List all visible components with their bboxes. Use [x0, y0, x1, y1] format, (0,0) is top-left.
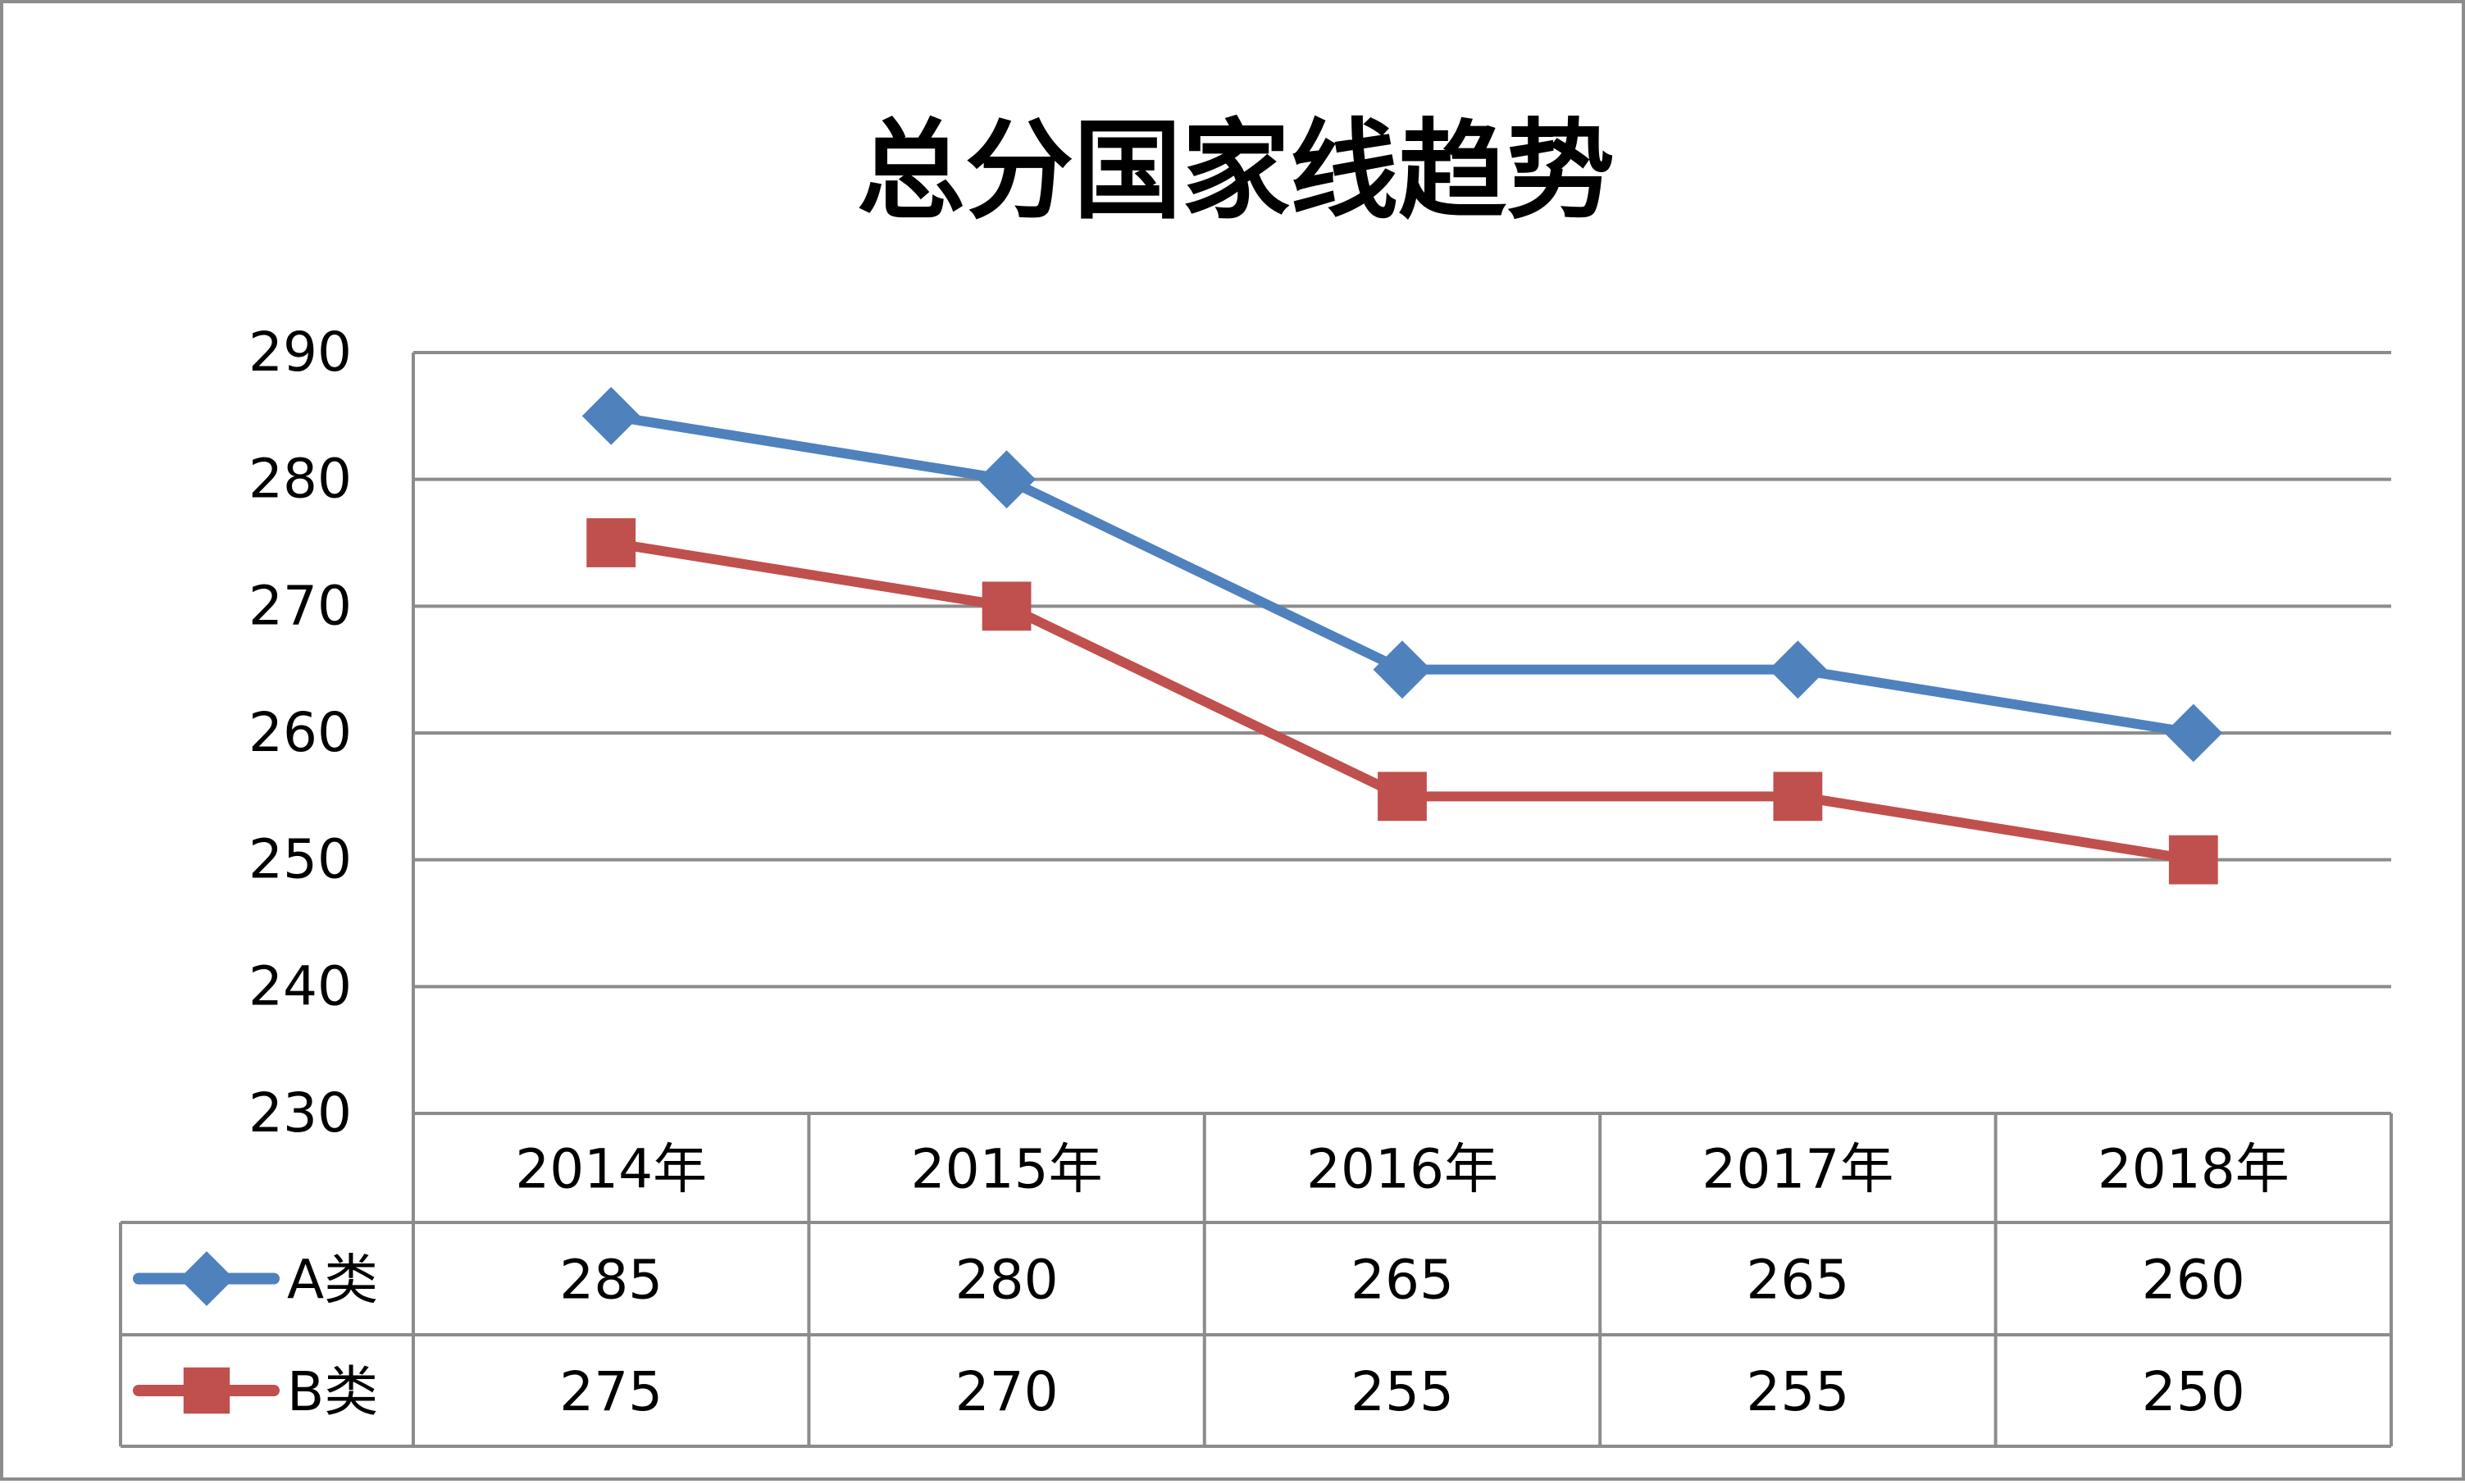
data-point-diamond	[977, 450, 1037, 509]
category-label: 2017年	[1702, 1138, 1893, 1201]
table-value: 265	[1746, 1249, 1849, 1312]
category-label: 2018年	[2098, 1138, 2290, 1201]
data-point-square	[2168, 835, 2218, 885]
chart-title: 总分国家线趋势	[857, 108, 1615, 234]
table-value: 255	[1746, 1360, 1849, 1423]
legend-key-marker	[183, 1367, 230, 1414]
y-tick-label: 260	[248, 701, 352, 764]
data-point-diamond	[2164, 703, 2223, 762]
table-value: 265	[1351, 1249, 1454, 1312]
line-chart: 总分国家线趋势 230 240 250 260 270 280 290 2014年 2015年…	[119, 108, 2393, 1448]
table-value: 250	[2142, 1360, 2245, 1423]
series-lines	[581, 386, 2223, 885]
table-value: 285	[559, 1249, 663, 1312]
y-tick-label: 250	[248, 828, 352, 891]
data-point-diamond	[581, 386, 640, 445]
y-tick-label: 290	[248, 321, 352, 384]
data-point-square	[982, 581, 1032, 631]
table-value: 260	[2142, 1249, 2245, 1312]
category-label: 2016年	[1306, 1138, 1498, 1201]
legend-key-marker	[179, 1251, 235, 1306]
y-tick-label: 230	[248, 1081, 352, 1145]
table-value: 280	[955, 1249, 1059, 1312]
data-point-diamond	[1768, 640, 1827, 699]
data-point-square	[586, 518, 636, 567]
gridlines	[412, 351, 2391, 1115]
data-point-square	[1773, 772, 1823, 822]
category-label: 2014年	[515, 1138, 707, 1201]
y-tick-label: 270	[248, 574, 352, 637]
table-value: 275	[559, 1360, 663, 1423]
legend-series-name: A类	[287, 1249, 378, 1312]
table-value: 270	[955, 1360, 1059, 1423]
table-value: 255	[1351, 1360, 1454, 1423]
y-tick-label: 240	[248, 954, 352, 1017]
data-table: 2014年 2015年 2016年 2017年 2018年 A类 285 280 265 265 2…	[119, 1112, 2393, 1448]
data-point-square	[1378, 772, 1427, 822]
y-axis-tick-labels: 230 240 250 260 270 280 290	[248, 321, 352, 1145]
data-point-diamond	[1373, 640, 1432, 699]
y-tick-label: 280	[248, 448, 352, 511]
legend-series-name: B类	[287, 1360, 378, 1423]
category-label: 2015年	[911, 1138, 1103, 1201]
